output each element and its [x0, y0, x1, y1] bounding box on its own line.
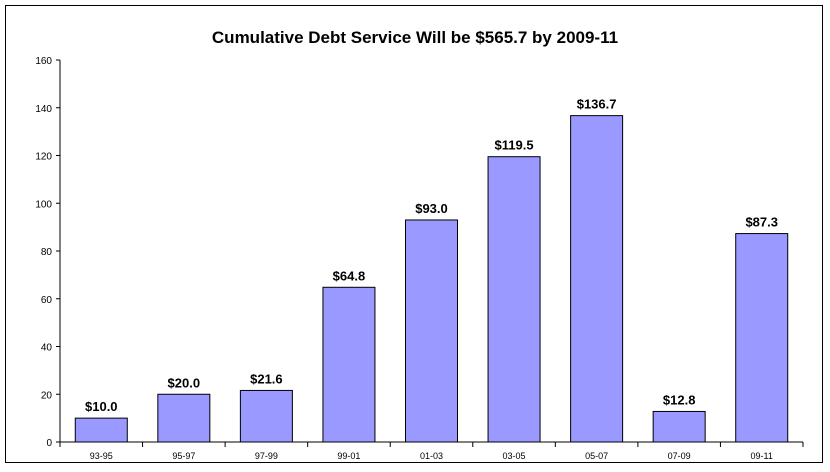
x-tick-label-05-07: 05-07 [585, 451, 608, 461]
x-tick-label-95-97: 95-97 [172, 451, 195, 461]
data-label-07-09: $12.8 [663, 392, 696, 407]
bar-07-09 [652, 410, 706, 443]
bar-93-95 [74, 417, 128, 443]
y-tick-label: 60 [41, 295, 53, 306]
y-tick-label: 140 [35, 104, 52, 115]
bar-99-01 [322, 286, 376, 443]
y-axis: 0 20 40 60 80 100 120 140 160 [35, 56, 61, 449]
y-tick-label: 40 [41, 343, 53, 354]
y-tick-label: 0 [46, 438, 52, 449]
x-tick-label-09-11: 09-11 [751, 451, 773, 461]
bar-09-11 [735, 233, 789, 443]
y-tick-label: 120 [35, 152, 52, 163]
x-tick-label-01-03: 01-03 [420, 451, 443, 461]
data-labels: $10.0 $20.0 $21.6 $64.8 $93.0 $119.5 $136.7 $12… [85, 97, 778, 414]
data-label-03-05: $119.5 [495, 138, 534, 153]
data-label-93-95: $10.0 [85, 399, 118, 414]
y-tick-label: 160 [35, 56, 52, 67]
x-axis: 93-95 95-97 97-99 99-01 01-03 03-05 05-07 07-09… [59, 441, 804, 461]
data-label-05-07: $136.7 [577, 97, 617, 112]
data-label-97-99: $21.6 [250, 371, 283, 386]
x-tick-label-97-99: 97-99 [255, 451, 278, 461]
data-label-95-97: $20.0 [168, 375, 201, 390]
x-tick-label-03-05: 03-05 [503, 451, 526, 461]
bar-05-07 [570, 115, 624, 443]
data-label-01-03: $93.0 [415, 201, 448, 216]
y-tick-label: 20 [41, 390, 53, 401]
x-tick-label-07-09: 07-09 [668, 451, 691, 461]
bar-97-99 [239, 389, 293, 443]
data-label-09-11: $87.3 [745, 215, 778, 230]
bar-95-97 [157, 393, 211, 443]
bar-03-05 [487, 156, 541, 443]
x-tick-label-99-01: 99-01 [337, 451, 360, 461]
x-tick-label-93-95: 93-95 [90, 451, 113, 461]
y-tick-label: 80 [41, 247, 53, 258]
bars [74, 115, 789, 443]
chart-title: Cumulative Debt Service Will be $565.7 b… [211, 28, 619, 47]
y-tick-label: 100 [35, 199, 52, 210]
bar-01-03 [404, 219, 459, 443]
data-label-99-01: $64.8 [333, 268, 366, 283]
